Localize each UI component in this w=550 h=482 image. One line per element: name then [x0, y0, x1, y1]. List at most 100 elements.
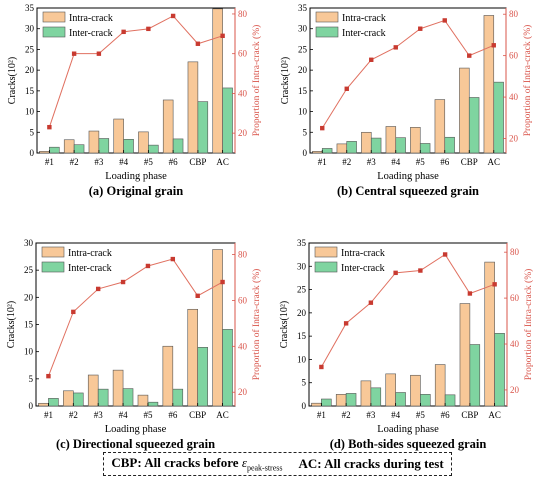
bar-intra-crack [361, 131, 372, 154]
intra-proportion-line [48, 15, 223, 128]
bar-intra-crack [87, 374, 99, 407]
x-tick-label: #3 [367, 157, 377, 167]
x-tick-label: #3 [94, 157, 104, 167]
bar-intra-crack [63, 139, 75, 154]
y-tick-label: 10 [298, 107, 308, 117]
y-axis-label: Cracks(10²) [279, 301, 290, 348]
x-tick-label: #4 [391, 410, 401, 420]
intra-proportion-marker [442, 252, 448, 257]
y-tick-label: 25 [25, 44, 35, 54]
intra-proportion-marker [368, 300, 374, 305]
x-tick-label: #2 [69, 410, 78, 420]
bar-inter-crack [444, 136, 455, 154]
bar-intra-crack [212, 249, 223, 407]
x-tick-label: #4 [119, 157, 129, 167]
legend-swatch-inter [41, 261, 65, 273]
x-axis-label: Loading phase [105, 171, 167, 182]
bar-inter-crack [395, 137, 406, 154]
x-tick-label: #2 [70, 157, 79, 167]
intra-proportion-marker [146, 26, 151, 32]
legend-label-inter: Inter-crack [68, 263, 112, 274]
y2-tick-label: 60 [510, 293, 520, 303]
bar-inter-crack [370, 137, 382, 154]
y2-tick-label: 20 [238, 387, 248, 397]
x-tick-label: AC [487, 157, 500, 167]
y-tick-label: 35 [25, 3, 35, 13]
intra-proportion-marker [467, 291, 473, 296]
x-tick-label: AC [216, 410, 229, 420]
intra-proportion-marker [170, 13, 176, 19]
bar-intra-crack [63, 390, 74, 407]
y-tick-label: 15 [25, 86, 35, 96]
x-tick-label: #6 [169, 157, 179, 167]
intra-proportion-marker [369, 57, 374, 62]
legend-label-intra: Intra-crack [342, 13, 386, 24]
intra-proportion-marker [195, 41, 201, 46]
intra-proportion-marker [418, 26, 423, 31]
x-tick-label: #4 [119, 410, 129, 420]
intra-proportion-marker [120, 279, 126, 285]
chart-panel-4: #1 #2 #3 #4 #5 #6 CBP AC 0 5 10 15 20 25 30 35 20 40 60 80 C… [279, 238, 534, 451]
bar-intra-crack [38, 402, 49, 407]
intra-proportion-marker [492, 282, 497, 287]
x-tick-label: #3 [366, 410, 376, 420]
bar-inter-crack [197, 347, 208, 407]
bar-inter-crack [48, 398, 59, 407]
y-tick-label: 25 [24, 265, 34, 275]
panel-title: (a) Original grain [89, 184, 183, 198]
y2-axis-label: Proportion of Intra-crack (%) [523, 269, 534, 381]
bar-inter-crack [345, 393, 357, 407]
y-axis-label: Cracks(10²) [280, 57, 291, 104]
bar-intra-crack [312, 151, 323, 154]
intra-proportion-marker [121, 29, 126, 35]
intra-proportion-marker [320, 125, 325, 131]
y2-tick-label: 40 [238, 341, 248, 351]
bar-intra-crack [459, 67, 470, 154]
bar-inter-crack [222, 87, 233, 154]
intra-proportion-marker [344, 86, 349, 91]
bar-inter-crack [73, 392, 84, 407]
intra-proportion-marker [491, 43, 496, 48]
y-tick-label: 10 [24, 347, 34, 357]
legend-swatch-inter [315, 26, 339, 38]
y2-tick-label: 40 [509, 92, 519, 102]
intra-proportion-line [47, 258, 223, 377]
panel-title: (c) Directional squeezed grain [56, 437, 215, 451]
y2-tick-label: 20 [510, 385, 520, 395]
y2-tick-label: 60 [238, 295, 248, 305]
y-tick-label: 20 [24, 292, 34, 302]
legend-swatch-intra [314, 246, 338, 258]
cbp-label: CBP: [111, 455, 142, 471]
bar-intra-crack [336, 143, 348, 154]
y2-tick-label: 60 [238, 49, 248, 59]
x-tick-label: #6 [168, 410, 178, 420]
x-tick-label: #6 [441, 410, 451, 420]
y2-tick-label: 20 [238, 128, 248, 138]
chart-panel-1: #1 #2 #3 #4 #5 #6 CBP AC 0 5 10 15 20 25 30 35 20 40 60 80 C… [7, 3, 262, 198]
bar-intra-crack [434, 99, 446, 154]
bar-inter-crack [370, 387, 382, 407]
x-tick-label: #5 [143, 410, 153, 420]
y-tick-label: 5 [302, 378, 307, 388]
y-axis-label: Cracks(10²) [6, 301, 17, 348]
intra-proportion-marker [46, 373, 51, 379]
x-axis-label: Loading phase [105, 424, 167, 435]
bar-inter-crack [172, 388, 184, 407]
bar-inter-crack [346, 141, 357, 154]
bar-inter-crack [98, 138, 110, 154]
bar-inter-crack [321, 398, 332, 407]
cbp-text: All cracks before [144, 455, 239, 471]
y-tick-label: 30 [24, 238, 34, 248]
x-tick-label: #5 [416, 410, 426, 420]
y-tick-label: 0 [303, 148, 308, 158]
intra-proportion-line [321, 19, 494, 129]
intra-proportion-marker [393, 270, 398, 276]
intra-proportion-marker [319, 364, 324, 370]
bar-intra-crack [434, 364, 446, 407]
bar-inter-crack [420, 394, 431, 407]
ac-label: AC: [298, 456, 322, 471]
bar-intra-crack [88, 130, 100, 154]
intra-proportion-marker [170, 256, 176, 262]
y2-axis-label: Proportion of Intra-crack (%) [251, 269, 262, 381]
x-tick-label: AC [488, 410, 501, 420]
